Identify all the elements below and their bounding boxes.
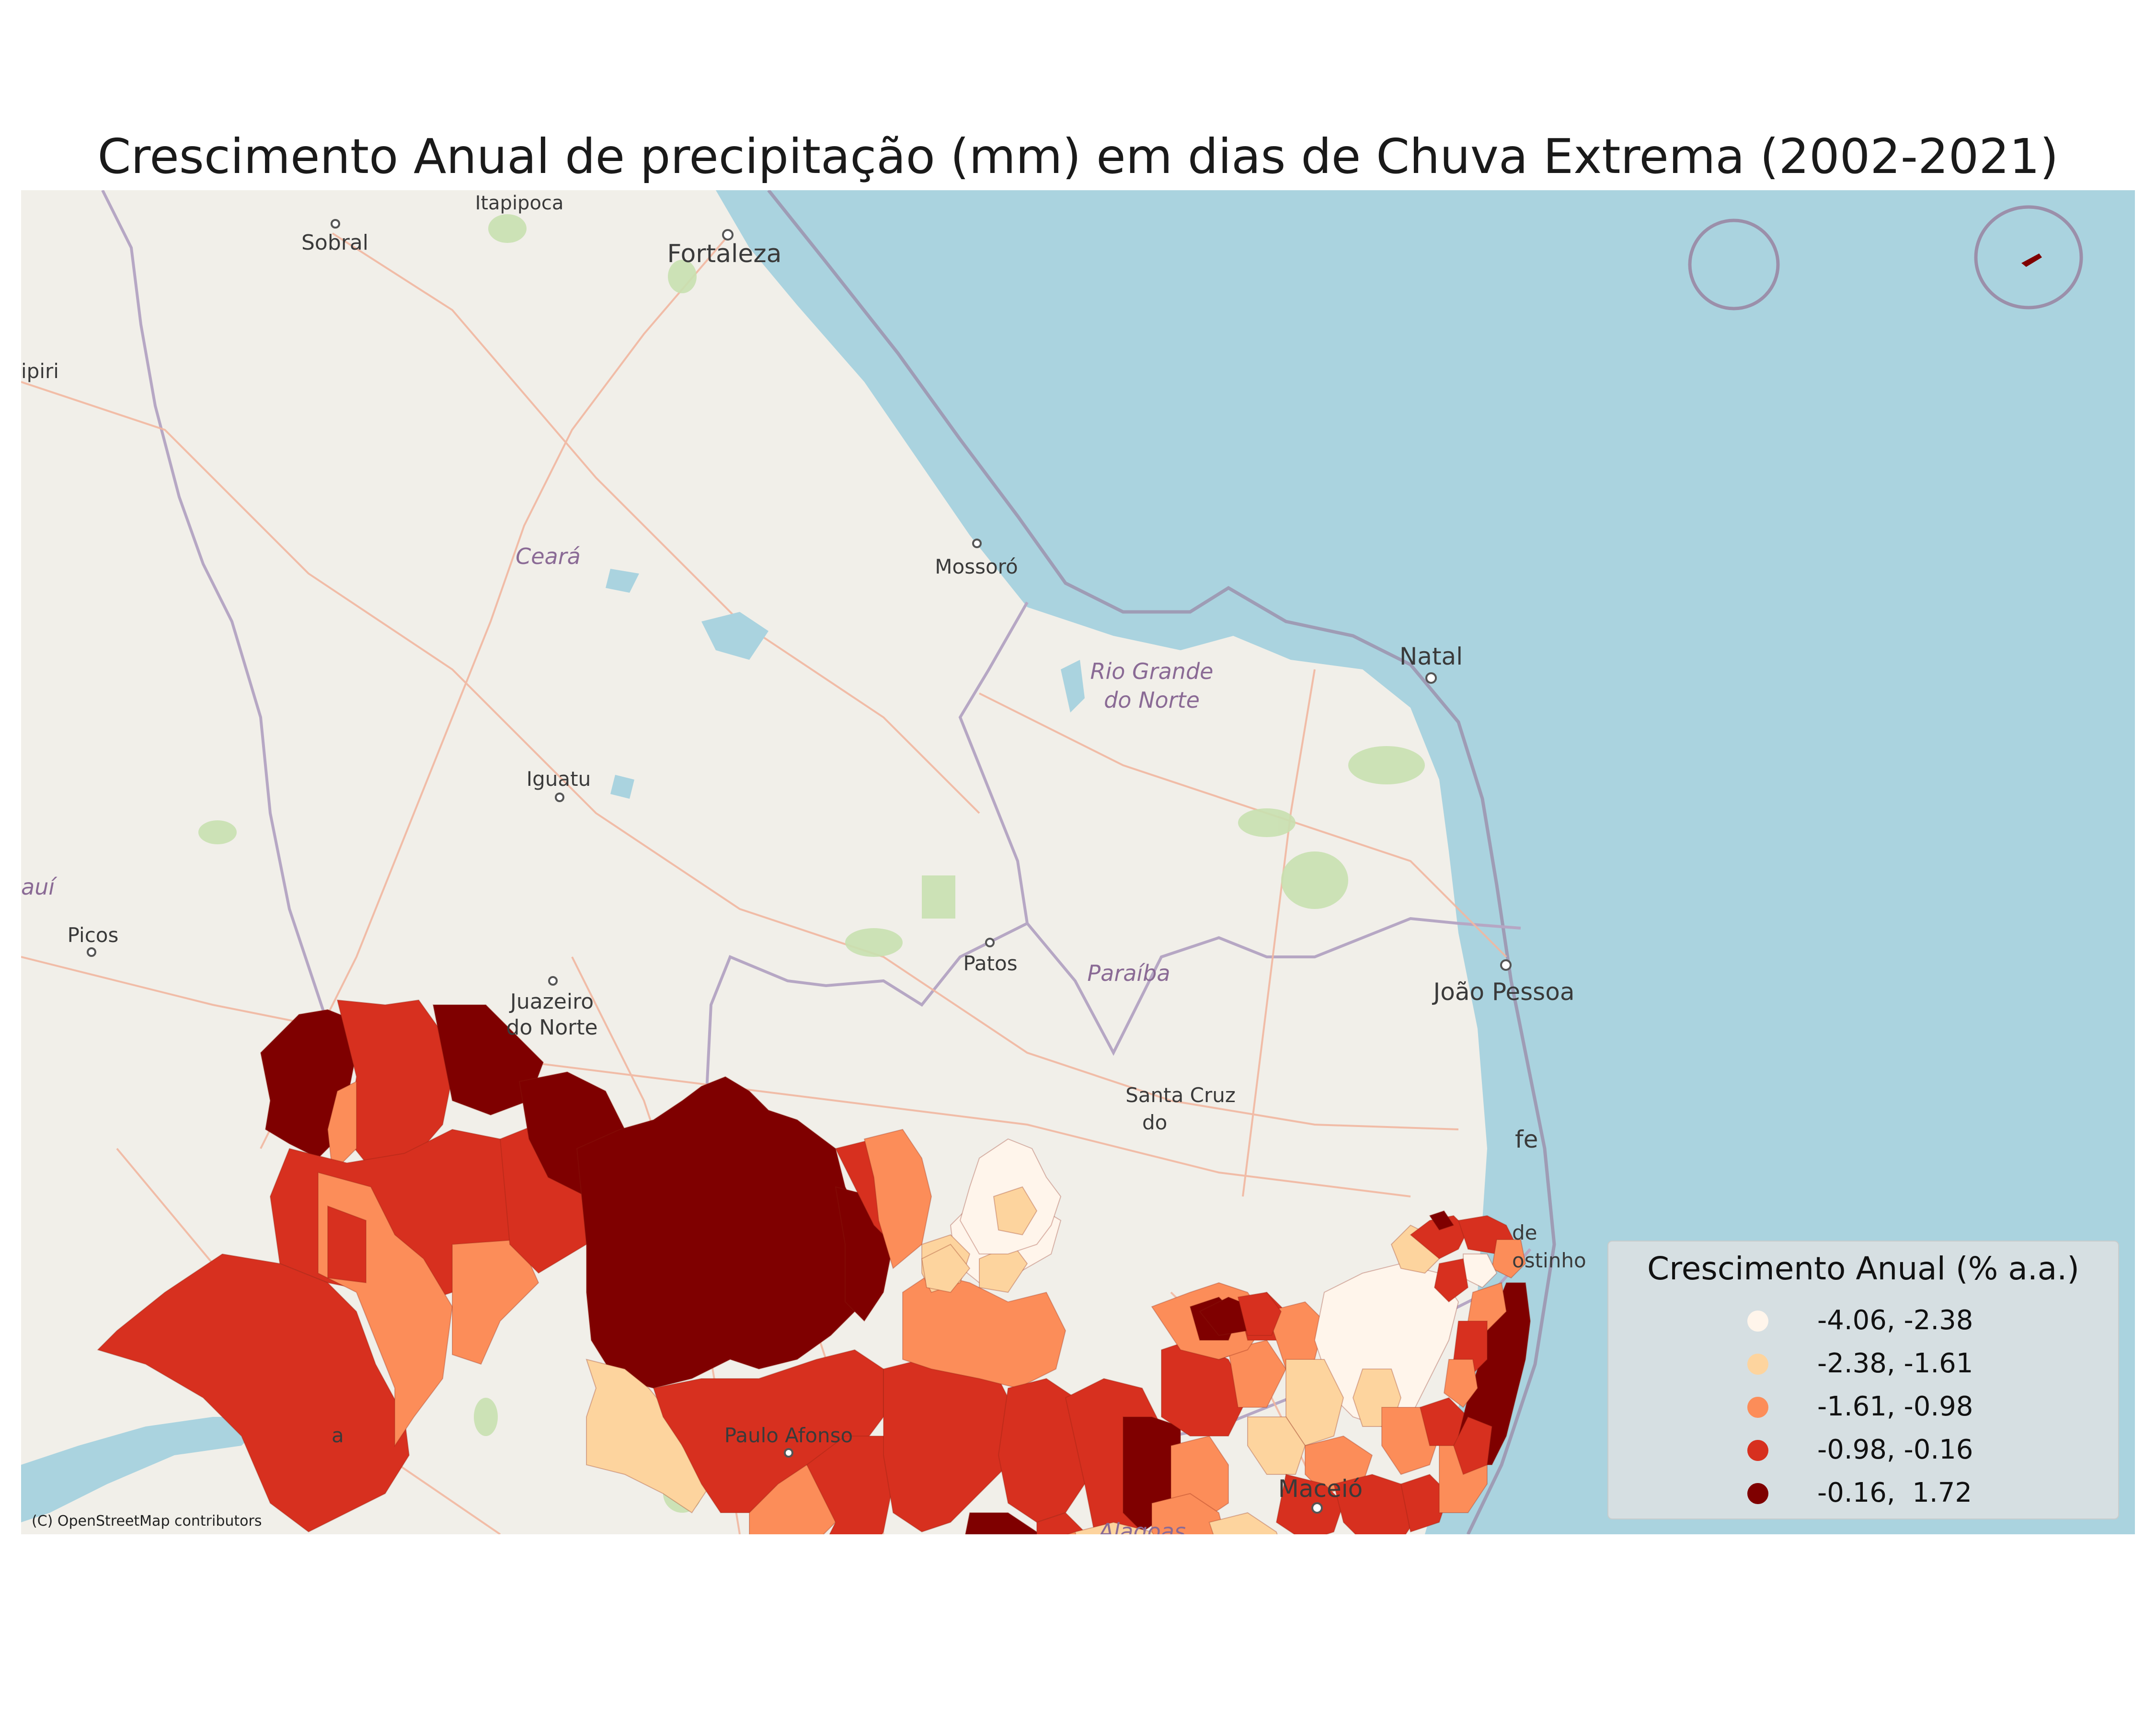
region-west-b [327, 1081, 357, 1174]
region-north-light [993, 1186, 1038, 1236]
region-coast-orange-1 [1467, 1282, 1507, 1332]
ocean [716, 190, 2135, 1534]
map-canvas[interactable]: Itapipoca Sobral Fortaleza ipiri Mossoró… [21, 190, 2135, 1534]
legend-swatch [1747, 1397, 1768, 1418]
legend-swatch [1747, 1483, 1768, 1504]
label-juazeiro: Juazeiro [509, 989, 594, 1014]
label-fe: fe [1515, 1126, 1538, 1153]
label-de: de [1512, 1221, 1537, 1244]
label-natal: Natal [1399, 643, 1463, 670]
region-sc-pale-3 [1208, 1512, 1278, 1534]
label-patos: Patos [963, 952, 1017, 975]
legend-item: -2.38, -1.61 [1608, 1343, 2118, 1386]
region-sc-orange-1 [1066, 1531, 1077, 1534]
legend-swatch [1747, 1354, 1768, 1375]
label-santa-cruz: Santa Cruz [1125, 1083, 1236, 1107]
region-jp-red-3 [1434, 1258, 1469, 1303]
region-west-e [97, 1253, 410, 1533]
region-jp-dark [1429, 1210, 1455, 1231]
region-coast-red-2 [1453, 1416, 1493, 1475]
label-iguatu: Iguatu [527, 767, 591, 791]
island-ring-2 [1974, 205, 2083, 310]
label-do-norte-city: do Norte [506, 1015, 597, 1040]
island-ring-1 [1688, 218, 1780, 310]
water-bodies [21, 569, 1085, 1522]
map-labels: Itapipoca Sobral Fortaleza ipiri Mossoró… [21, 192, 1586, 1534]
basemap: Itapipoca Sobral Fortaleza ipiri Mossoró… [21, 190, 2135, 1534]
region-sc-red [1237, 1291, 1282, 1336]
region-sc-pale-1 [1074, 1521, 1154, 1534]
legend-title: Crescimento Anual (% a.a.) [1647, 1250, 2079, 1287]
region-center-orange-2 [749, 1464, 837, 1534]
label-mossoro: Mossoró [935, 555, 1018, 578]
legend-swatch [1747, 1440, 1768, 1461]
choropleth-regions [97, 999, 1531, 1534]
label-picos: Picos [68, 923, 119, 947]
label-piaui: auí [21, 874, 57, 900]
label-joao-pessoa: João Pessoa [1432, 978, 1575, 1006]
label-itapipoca: Itapipoca [475, 192, 564, 214]
region-mid-orange-4 [1151, 1493, 1225, 1534]
island-fernando [2021, 253, 2042, 267]
label-do: do [1142, 1111, 1167, 1134]
region-east-red-2 [1275, 1473, 1344, 1534]
label-maceio: Maceió [1278, 1475, 1363, 1503]
region-mid-red-3 [1036, 1512, 1085, 1534]
label-ipiri: ipiri [21, 359, 59, 383]
region-west-i [327, 1205, 367, 1284]
label-paraiba: Paraíba [1087, 960, 1170, 986]
label-sobral: Sobral [301, 230, 368, 255]
legend-item: -1.61, -0.98 [1608, 1386, 2118, 1429]
region-coast-orange-2 [1443, 1359, 1479, 1408]
legend-item: -0.98, -0.16 [1608, 1429, 2118, 1472]
legend-label: -4.06, -2.38 [1817, 1305, 1973, 1336]
legend-swatch [1747, 1311, 1768, 1332]
label-ceara: Ceará [516, 543, 581, 569]
city-markers [87, 219, 1512, 1514]
region-mid-dark-1 [964, 1512, 1037, 1534]
legend-label: -0.16, 1.72 [1817, 1477, 1972, 1508]
label-paulo-afonso: Paulo Afonso [724, 1424, 853, 1447]
legend-label: -1.61, -0.98 [1817, 1391, 1973, 1422]
label-a: a [332, 1424, 344, 1447]
label-fortaleza: Fortaleza [667, 240, 781, 268]
label-ostinho: ostinho [1512, 1249, 1586, 1272]
map-title: Crescimento Anual de precipitação (mm) e… [97, 128, 2059, 184]
region-north-light-2 [921, 1243, 971, 1293]
region-east-pale-4 [1247, 1416, 1306, 1475]
legend-label: -2.38, -1.61 [1817, 1348, 1973, 1379]
label-rio-grande: Rio Grande [1090, 658, 1214, 684]
legend-item: -4.06, -2.38 [1608, 1300, 2118, 1343]
maritime-line [767, 190, 1556, 1534]
label-do-norte-state: do Norte [1104, 687, 1200, 713]
legend-item: -0.16, 1.72 [1608, 1472, 2118, 1516]
region-center-pale-1 [585, 1358, 712, 1514]
region-mid-orange-1 [902, 1272, 1067, 1389]
legend: Crescimento Anual (% a.a.) -4.06, -2.38 … [1607, 1241, 2119, 1519]
map-attribution: (C) OpenStreetMap contributors [32, 1513, 262, 1530]
legend-label: -0.98, -0.16 [1817, 1434, 1973, 1465]
region-jp-orange [1491, 1239, 1526, 1279]
region-mid-orange-3 [1227, 1339, 1287, 1408]
label-alagoas: Alagoas [1097, 1518, 1186, 1534]
